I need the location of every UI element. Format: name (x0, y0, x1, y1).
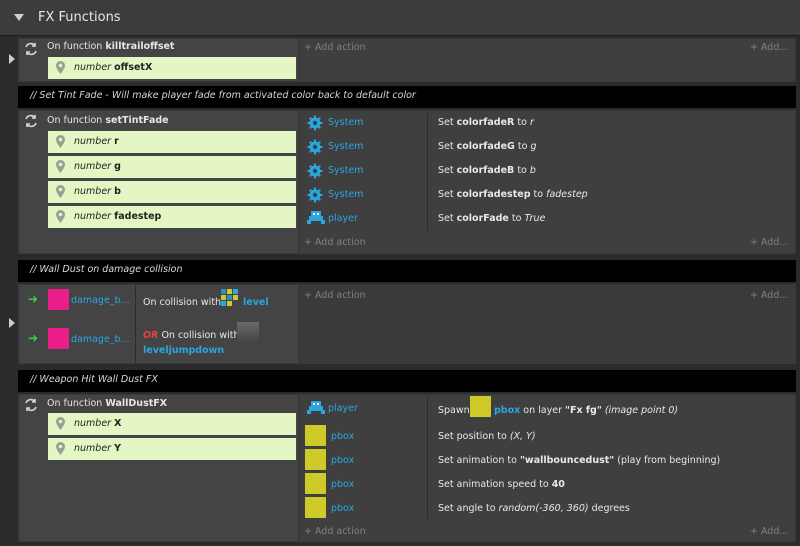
action-text-rest[interactable]: pbox on layer "Fx fg" (image point 0) (494, 405, 679, 416)
param-r[interactable]: number r (48, 131, 296, 153)
action-object[interactable]: System (328, 141, 364, 152)
param-X[interactable]: number X (48, 413, 296, 435)
on-function-label: On function killtrailoffset (47, 41, 175, 52)
condition-target[interactable]: leveljumpdown (143, 345, 225, 356)
action-area[interactable] (300, 395, 794, 541)
pbox-sprite-icon (305, 449, 326, 470)
pbox-sprite-icon (305, 425, 326, 446)
condition-target[interactable]: level (243, 297, 269, 308)
tile-sprite-icon (237, 322, 259, 342)
action-text[interactable]: Set colorfadeR to r (438, 117, 534, 128)
gear-icon (307, 163, 323, 179)
on-function-label: On function WallDustFX (47, 398, 168, 409)
param-g[interactable]: number g (48, 156, 296, 178)
player-sprite-icon (307, 401, 325, 414)
comment-row[interactable]: // Wall Dust on damage collision (18, 260, 796, 282)
action-object[interactable]: pbox (331, 455, 355, 466)
map-pin-icon (56, 61, 65, 74)
param-b[interactable]: number b (48, 181, 296, 203)
on-function-label: On function setTintFade (47, 115, 169, 126)
add-action-link[interactable]: + Add action (304, 42, 366, 53)
comment-row[interactable]: // Weapon Hit Wall Dust FX (18, 370, 796, 392)
action-text[interactable]: Spawn (438, 405, 470, 416)
add-more-link[interactable]: + Add... (750, 526, 789, 537)
player-sprite-icon (307, 211, 325, 224)
action-object[interactable]: player (328, 403, 358, 414)
action-text[interactable]: Set colorfadeG to g (438, 141, 537, 152)
add-action-link[interactable]: + Add action (304, 237, 366, 248)
expand-arrow-icon[interactable] (9, 54, 15, 64)
tilemap-icon (221, 289, 238, 306)
condition-text[interactable]: OR On collision with (143, 330, 240, 341)
damage-box-sprite-icon (48, 328, 69, 349)
action-text[interactable]: Set colorfadeB to b (438, 165, 536, 176)
param-fadestep[interactable]: number fadestep (48, 206, 296, 228)
action-object[interactable]: player (328, 213, 358, 224)
map-pin-icon (56, 442, 65, 455)
function-loop-icon (25, 114, 37, 128)
comment-row[interactable]: // Set Tint Fade - Will make player fade… (18, 86, 796, 108)
action-text[interactable]: Set animation to "wallbouncedust" (play … (438, 455, 721, 466)
param-offsetX[interactable]: number offsetX (48, 57, 296, 79)
pbox-sprite-icon (305, 473, 326, 494)
pbox-sprite-icon (305, 497, 326, 518)
gear-icon (307, 187, 323, 203)
action-object[interactable]: System (328, 189, 364, 200)
condition-text[interactable]: On collision with (143, 297, 222, 308)
map-pin-icon (56, 135, 65, 148)
trigger-arrow-icon: ➜ (28, 331, 39, 345)
action-area[interactable]: + Add action + Add... (300, 39, 794, 81)
function-loop-icon (25, 42, 37, 56)
param-Y[interactable]: number Y (48, 438, 296, 460)
map-pin-icon (56, 210, 65, 223)
condition-object[interactable]: damage_b... (71, 334, 130, 345)
collapse-triangle-icon[interactable] (14, 14, 24, 21)
action-text[interactable]: Set animation speed to 40 (438, 479, 565, 490)
function-loop-icon (25, 398, 37, 412)
gear-icon (307, 115, 323, 131)
group-title: FX Functions (38, 10, 121, 25)
map-pin-icon (56, 185, 65, 198)
add-more-link[interactable]: + Add... (750, 42, 789, 53)
add-action-link[interactable]: + Add action (304, 526, 366, 537)
add-more-link[interactable]: + Add... (750, 237, 789, 248)
add-action-link[interactable]: + Add action (304, 290, 366, 301)
action-text[interactable]: Set colorFade to True (438, 213, 546, 224)
group-header[interactable]: FX Functions (0, 0, 800, 36)
action-object[interactable]: pbox (331, 503, 355, 514)
action-area[interactable] (300, 111, 794, 253)
action-text[interactable]: Set angle to random(-360, 360) degrees (438, 503, 630, 514)
gear-icon (307, 139, 323, 155)
action-text[interactable]: Set colorfadestep to fadestep (438, 189, 588, 200)
action-object[interactable]: System (328, 117, 364, 128)
action-object[interactable]: System (328, 165, 364, 176)
pbox-sprite-icon (470, 396, 491, 417)
expand-arrow-icon[interactable] (9, 318, 15, 328)
trigger-arrow-icon: ➜ (28, 292, 39, 306)
action-text[interactable]: Set position to (X, Y) (438, 431, 536, 442)
action-object[interactable]: pbox (331, 479, 355, 490)
damage-box-sprite-icon (48, 289, 69, 310)
map-pin-icon (56, 160, 65, 173)
action-object[interactable]: pbox (331, 431, 355, 442)
condition-object[interactable]: damage_b... (71, 295, 130, 306)
add-more-link[interactable]: + Add... (750, 290, 789, 301)
map-pin-icon (56, 417, 65, 430)
